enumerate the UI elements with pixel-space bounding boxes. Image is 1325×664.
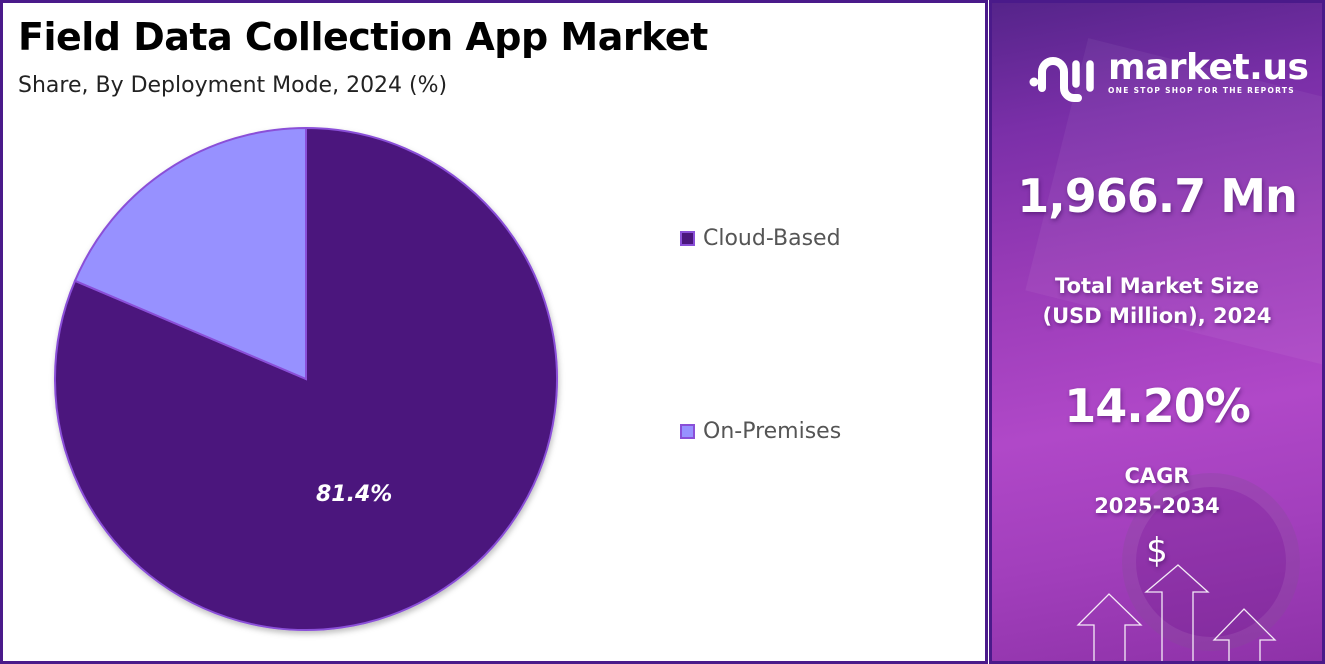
cagr-value: 14.20%	[1064, 379, 1251, 433]
market-size-label-line1: Total Market Size	[1055, 274, 1259, 298]
logo[interactable]: market.us ONE STOP SHOP FOR THE REPORTS	[1028, 47, 1309, 106]
market-size-value: 1,966.7 Mn	[1017, 169, 1298, 223]
dollar-sign-icon: $	[1146, 531, 1168, 571]
pie-slice-on-premises[interactable]	[73, 126, 307, 381]
legend-item-cloud-based[interactable]: Cloud-Based	[680, 226, 841, 251]
growth-arrows-icon	[1076, 564, 1277, 661]
legend-swatch-on-premises	[680, 424, 695, 439]
market-size-label-line2: (USD Million), 2024	[1042, 304, 1272, 328]
summary-panel: market.us ONE STOP SHOP FOR THE REPORTS …	[989, 0, 1325, 664]
logo-text: market.us	[1108, 47, 1309, 88]
chart-title: Field Data Collection App Market	[18, 15, 708, 59]
chart-subtitle: Share, By Deployment Mode, 2024 (%)	[18, 73, 448, 98]
pie-chart	[54, 126, 558, 631]
market-us-logo-icon	[1029, 57, 1094, 102]
cagr-label-line1: CAGR	[1124, 464, 1190, 488]
legend-swatch-cloud-based	[680, 231, 695, 246]
legend-label: On-Premises	[703, 419, 842, 444]
cagr-label-line2: 2025-2034	[1094, 494, 1220, 518]
logo-tagline: ONE STOP SHOP FOR THE REPORTS	[1108, 86, 1295, 95]
legend-label: Cloud-Based	[703, 226, 841, 251]
pie-label-cloud-based: 81.4%	[316, 482, 393, 507]
legend-item-on-premises[interactable]: On-Premises	[680, 419, 841, 444]
